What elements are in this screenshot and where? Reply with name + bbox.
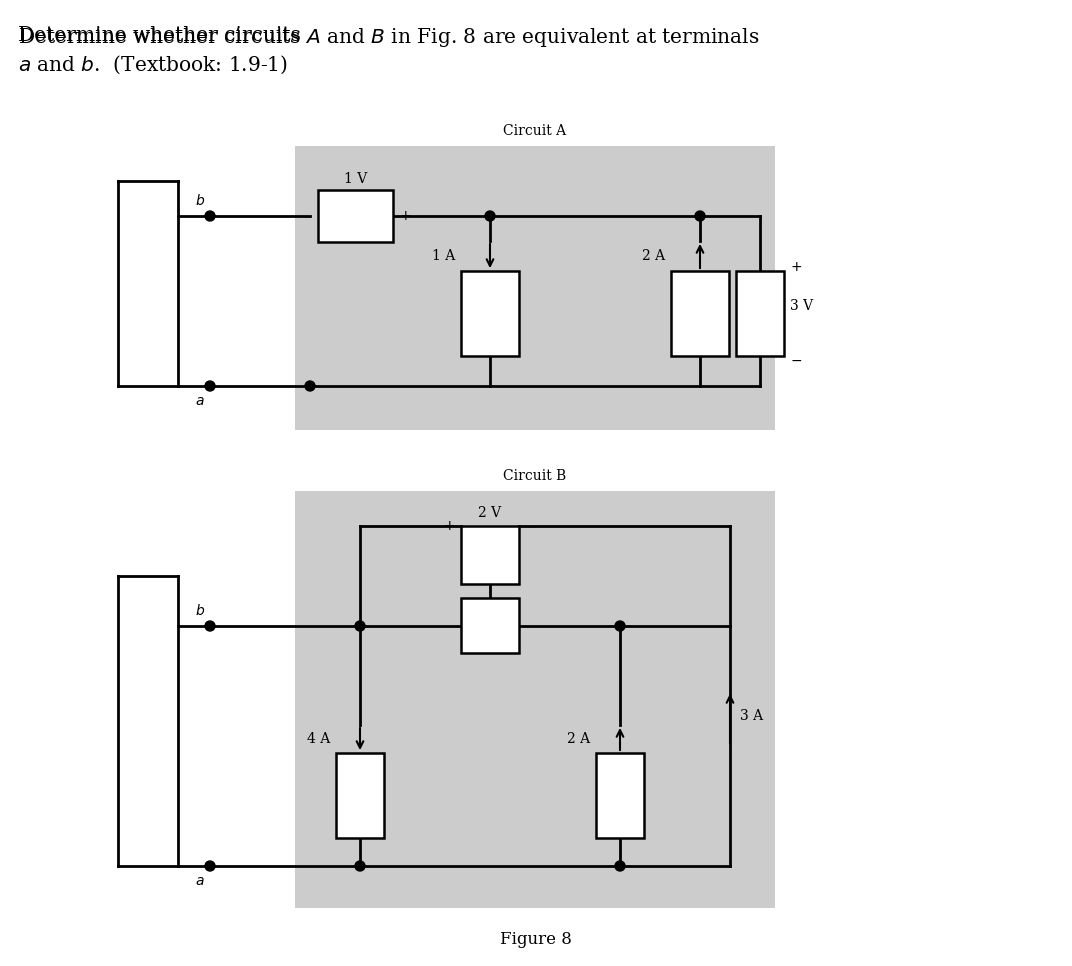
Bar [596, 753, 644, 838]
Circle shape [205, 861, 215, 871]
Text: 1 A: 1 A [432, 249, 455, 263]
Text: Figure 8: Figure 8 [500, 931, 572, 948]
Circle shape [205, 381, 215, 391]
Text: $b$: $b$ [195, 193, 205, 208]
Bar [336, 753, 384, 838]
Bar [671, 271, 729, 356]
Text: $a$ and $b$.  (Textbook: 1.9-1): $a$ and $b$. (Textbook: 1.9-1) [18, 54, 288, 76]
Text: 3 A: 3 A [740, 709, 763, 723]
Circle shape [355, 861, 364, 871]
Text: Determine whether circuits: Determine whether circuits [18, 26, 308, 45]
Text: 2 A: 2 A [567, 732, 590, 746]
Circle shape [485, 211, 495, 221]
Text: 3 V: 3 V [790, 298, 814, 312]
Text: $+$: $+$ [399, 209, 412, 223]
Bar [318, 190, 393, 242]
Text: Circuit A: Circuit A [504, 124, 567, 138]
Text: $a$: $a$ [195, 874, 205, 888]
Text: $+$: $+$ [790, 260, 802, 274]
Bar [295, 146, 775, 430]
Bar [461, 598, 519, 653]
Circle shape [205, 621, 215, 631]
Text: 2 V: 2 V [478, 506, 502, 520]
Text: $-$: $-$ [790, 353, 802, 367]
Text: 4 A: 4 A [307, 732, 330, 746]
Circle shape [306, 381, 315, 391]
Bar [736, 271, 784, 356]
Circle shape [695, 211, 705, 221]
Bar [461, 526, 519, 584]
Circle shape [615, 621, 625, 631]
Text: Circuit B: Circuit B [504, 469, 567, 483]
Bar [295, 491, 775, 908]
Bar [461, 271, 519, 356]
Text: 2 A: 2 A [642, 249, 665, 263]
Text: $-$: $-$ [300, 209, 312, 223]
Circle shape [205, 211, 215, 221]
Text: $+$: $+$ [443, 519, 455, 533]
Text: 1 V: 1 V [344, 172, 367, 186]
Text: $-$: $-$ [525, 519, 537, 533]
Circle shape [615, 861, 625, 871]
Circle shape [355, 621, 364, 631]
Text: Determine whether circuits $A$ and $B$ in Fig. 8 are equivalent at terminals: Determine whether circuits $A$ and $B$ i… [18, 26, 760, 49]
Text: $a$: $a$ [195, 394, 205, 408]
Text: $b$: $b$ [195, 603, 205, 618]
